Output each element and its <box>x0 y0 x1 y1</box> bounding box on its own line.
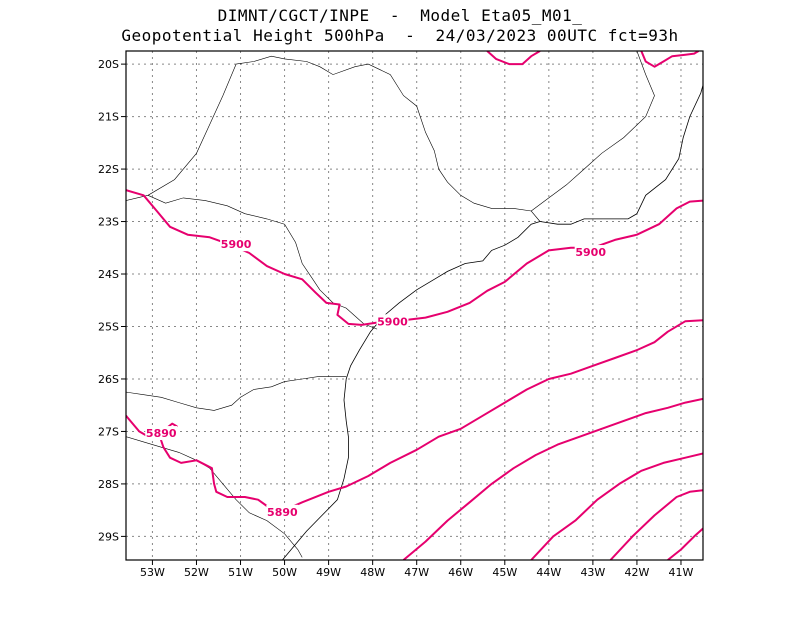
lon-tick-label: 41W <box>669 566 694 579</box>
contour-label: 5890 <box>267 506 298 519</box>
contour-label-bg <box>266 504 299 519</box>
lat-tick-label: 27S <box>98 425 119 438</box>
lon-tick-label: 48W <box>360 566 385 579</box>
contour-label: 5900 <box>377 315 408 328</box>
lon-tick-label: 46W <box>448 566 473 579</box>
contour-label-bg <box>376 314 409 329</box>
contour-top-right <box>640 51 700 68</box>
coastline-east <box>539 84 703 225</box>
lon-tick-label: 47W <box>404 566 429 579</box>
contour-label-bg <box>145 426 178 441</box>
lat-tick-label: 22S <box>98 163 119 176</box>
lon-tick-label: 43W <box>580 566 605 579</box>
lon-tick-label: 52W <box>184 566 209 579</box>
axis-ticks: 53W 52W 51W 50W 49W 48W 47W 46W 45W 44W 43W 42W 41W 2… <box>98 58 694 579</box>
contour-label: 5900 <box>221 238 252 251</box>
border-sp-mg <box>236 55 541 222</box>
lat-tick-label: 24S <box>98 268 119 281</box>
contour-label-bg <box>574 245 607 260</box>
border-mg-rj <box>531 51 655 212</box>
lon-tick-label: 42W <box>624 566 649 579</box>
lon-tick-label: 53W <box>140 566 165 579</box>
chart-subtitle: Geopotential Height 500hPa - 24/03/2023 … <box>121 26 679 45</box>
contour-label-bg <box>220 237 253 252</box>
contour-5900 <box>126 189 703 326</box>
border-ms-sp <box>126 63 237 201</box>
contour-label: 5890 <box>146 427 177 440</box>
gridlines <box>126 51 703 560</box>
border-sc-rs <box>126 436 303 558</box>
lat-tick-label: 20S <box>98 58 119 71</box>
plot-frame <box>125 50 704 561</box>
lon-tick-label: 49W <box>316 566 341 579</box>
lat-tick-label: 23S <box>98 216 119 229</box>
contour-5850 <box>667 527 703 560</box>
lon-tick-label: 44W <box>536 566 561 579</box>
lat-tick-label: 21S <box>98 111 119 124</box>
lon-tick-label: 51W <box>228 566 253 579</box>
border-pr-sc <box>126 376 347 411</box>
coastline <box>282 221 541 560</box>
contour-label: 5900 <box>575 246 606 259</box>
contour-5890 <box>126 319 703 512</box>
chart-title: DIMNT/CGCT/INPE - Model Eta05_M01_ <box>217 6 583 25</box>
contour-top <box>486 51 541 66</box>
contour-5870 <box>530 452 703 560</box>
lat-tick-label: 25S <box>98 320 119 333</box>
contour-5880 <box>402 397 703 560</box>
contour-5860 <box>609 489 703 560</box>
lon-tick-label: 45W <box>492 566 517 579</box>
lat-tick-label: 29S <box>98 530 119 543</box>
lat-tick-label: 26S <box>98 373 119 386</box>
lat-tick-label: 28S <box>98 478 119 491</box>
lon-tick-label: 50W <box>272 566 297 579</box>
contour-labels: 5900 5900 5900 5890 5890 <box>145 237 607 519</box>
